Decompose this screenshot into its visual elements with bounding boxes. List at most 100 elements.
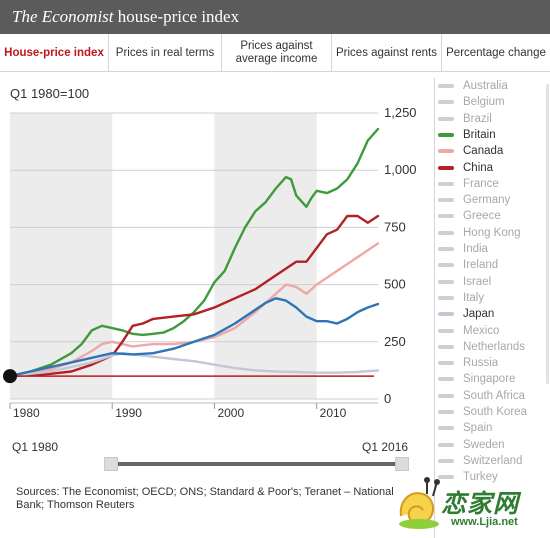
legend-item-ireland[interactable]: Ireland <box>438 257 498 273</box>
legend-swatch <box>438 132 454 137</box>
legend-item-canada[interactable]: Canada <box>438 143 503 159</box>
legend-swatch <box>438 442 454 447</box>
legend-item-hong-kong[interactable]: Hong Kong <box>438 225 521 241</box>
legend-item-belgium[interactable]: Belgium <box>438 94 505 110</box>
slider-end-handle[interactable] <box>395 457 409 471</box>
series-line-china <box>8 214 380 378</box>
y-tick-label: 0 <box>384 391 391 406</box>
legend-swatch <box>438 279 454 284</box>
legend-item-greece[interactable]: Greece <box>438 208 501 224</box>
legend-item-india[interactable]: India <box>438 241 488 257</box>
legend-item-south-africa[interactable]: South Africa <box>438 388 525 404</box>
legend-swatch <box>438 377 454 382</box>
legend-item-sweden[interactable]: Sweden <box>438 437 505 453</box>
legend-item-turkey[interactable]: Turkey <box>438 469 498 485</box>
legend-item-france[interactable]: France <box>438 176 499 192</box>
legend-item-south-korea[interactable]: South Korea <box>438 404 527 420</box>
legend-label: Hong Kong <box>463 226 521 239</box>
y-tick-label: 1,000 <box>384 162 417 177</box>
legend-swatch <box>438 149 454 154</box>
legend-item-netherlands[interactable]: Netherlands <box>438 339 525 355</box>
slider-start-label: Q1 1980 <box>12 440 59 454</box>
title-brand: The Economist <box>12 7 114 26</box>
legend-swatch <box>438 361 454 366</box>
tab-prices-against-rents[interactable]: Prices against rents <box>331 34 441 72</box>
legend-item-spain[interactable]: Spain <box>438 420 492 436</box>
watermark: 恋家网 www.Ljia.net <box>393 470 550 538</box>
legend-swatch <box>438 84 454 88</box>
legend-label: Australia <box>463 80 508 92</box>
sources-note: Sources: The Economist; OECD; ONS; Stand… <box>16 486 394 511</box>
shaded-decade-1 <box>214 113 317 399</box>
legend-swatch <box>438 198 454 203</box>
legend-item-mexico[interactable]: Mexico <box>438 323 499 339</box>
legend-item-israel[interactable]: Israel <box>438 274 491 290</box>
tab-prices-real-terms[interactable]: Prices in real terms <box>108 34 221 72</box>
legend-label: Britain <box>463 128 496 141</box>
legend-label: South Korea <box>463 406 527 418</box>
legend-item-singapore[interactable]: Singapore <box>438 371 515 387</box>
legend-swatch <box>438 263 454 268</box>
legend-item-china[interactable]: China <box>438 160 493 176</box>
legend-label: Sweden <box>463 438 505 451</box>
x-tick-label: 2010 <box>320 406 347 420</box>
page-title: The Economist house-price index <box>12 7 239 27</box>
legend-swatch <box>438 475 454 480</box>
tab-prices-against-income[interactable]: Prices against average income <box>221 34 331 72</box>
shaded-decade-0 <box>10 113 113 399</box>
legend-item-germany[interactable]: Germany <box>438 192 510 208</box>
legend-swatch <box>438 214 454 219</box>
tab-bar: House-price index Prices in real terms P… <box>0 34 550 72</box>
x-tick-label: 2000 <box>217 406 244 420</box>
legend-item-italy[interactable]: Italy <box>438 290 484 306</box>
baseline-marker <box>3 369 17 384</box>
legend-item-australia[interactable]: Australia <box>438 78 508 94</box>
tab-percentage-change[interactable]: Percentage change <box>441 34 550 72</box>
y-tick-label: 750 <box>384 219 406 234</box>
legend-label: Turkey <box>463 471 498 484</box>
legend-item-russia[interactable]: Russia <box>438 355 498 371</box>
legend-label: Belgium <box>463 96 505 109</box>
legend-label: France <box>463 177 499 190</box>
y-tick-label: 250 <box>384 334 406 349</box>
legend-label: Greece <box>463 210 501 223</box>
legend-label: Brazil <box>463 112 492 125</box>
legend-label: South Africa <box>463 389 526 402</box>
legend-swatch <box>438 393 454 398</box>
legend-swatch <box>438 410 454 414</box>
legend-label: Singapore <box>463 373 516 386</box>
slider-start-handle[interactable] <box>104 457 118 471</box>
legend-label: India <box>463 243 488 255</box>
series-line-japan <box>8 351 380 378</box>
legend-swatch <box>438 312 454 317</box>
title-bar: The Economist house-price index <box>0 0 550 34</box>
legend-swatch <box>438 247 454 251</box>
legend-label: Spain <box>463 422 493 435</box>
legend-scrollbar[interactable] <box>546 84 549 384</box>
legend-swatch <box>438 344 454 349</box>
x-tick-label: 1990 <box>115 406 142 420</box>
legend-label: Italy <box>463 291 485 304</box>
tab-house-price-index[interactable]: House-price index <box>4 46 104 59</box>
legend-swatch <box>438 458 454 463</box>
slider-track[interactable] <box>110 462 408 466</box>
legend: Australia Belgium Brazil Britain Canada China… <box>434 78 550 538</box>
series-line-unlabeled-4 <box>8 297 380 378</box>
legend-swatch <box>438 426 454 431</box>
legend-item-brazil[interactable]: Brazil <box>438 111 492 127</box>
legend-item-switzerland[interactable]: Switzerland <box>438 453 522 469</box>
watermark-url: www.Ljia.net <box>451 516 518 528</box>
unit-label: Q1 1980=100 <box>10 86 90 101</box>
legend-item-japan[interactable]: Japan <box>438 306 494 322</box>
legend-swatch <box>438 100 454 105</box>
legend-label: Mexico <box>463 324 500 337</box>
watermark-text: 恋家网 <box>441 490 520 518</box>
legend-label: Russia <box>463 357 499 370</box>
legend-swatch <box>438 295 454 300</box>
legend-label: Ireland <box>463 259 499 272</box>
legend-swatch <box>438 165 454 170</box>
legend-label: Switzerland <box>463 454 523 467</box>
legend-item-britain[interactable]: Britain <box>438 127 496 143</box>
time-range-slider: Q1 1980 Q1 2016 <box>0 430 430 480</box>
legend-swatch <box>438 328 454 333</box>
